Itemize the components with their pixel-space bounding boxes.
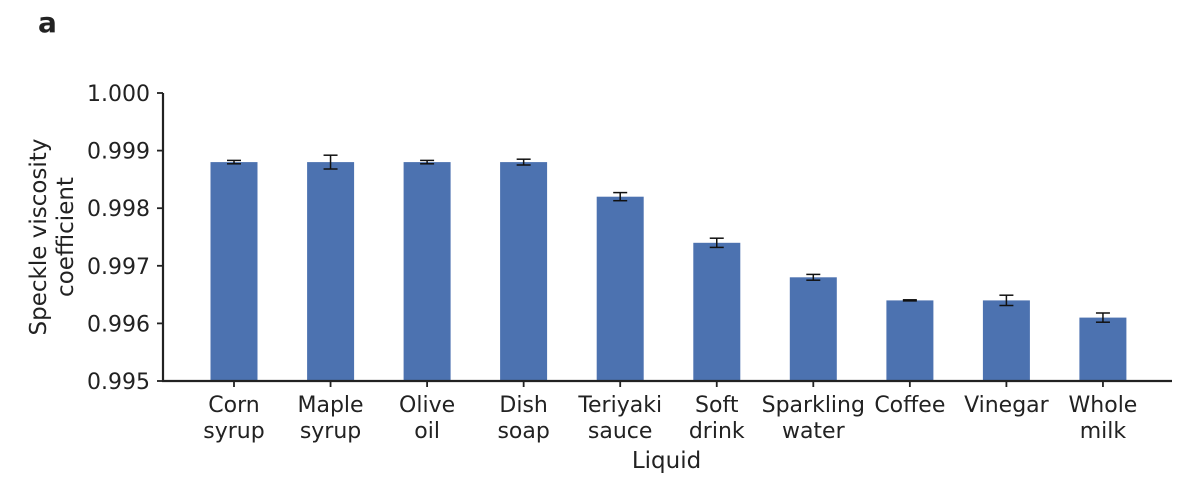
bar (210, 162, 258, 381)
x-tick-label: Whole milk (1069, 393, 1138, 444)
error-bar (1095, 312, 1110, 323)
bar (307, 162, 355, 381)
error-bar (420, 159, 435, 165)
bar (500, 162, 548, 381)
error-bar (709, 237, 724, 249)
axes-layer (157, 92, 1172, 387)
error-bar (516, 158, 531, 166)
y-tick-label: 0.998 (87, 197, 150, 222)
bar (789, 277, 837, 381)
error-bar (902, 299, 917, 302)
x-tick-label: Coffee (874, 393, 945, 418)
x-tick-label: Dish soap (497, 393, 549, 444)
bar (693, 242, 741, 381)
x-axis-title: Liquid (632, 448, 701, 474)
error-bar (999, 294, 1014, 307)
bar (1079, 317, 1127, 381)
error-bars-layer (227, 154, 1110, 323)
x-tick-label: Soft drink (689, 393, 745, 444)
x-tick-label: Sparkling water (762, 393, 865, 444)
x-tick-label: Olive oil (399, 393, 455, 444)
x-tick-label: Vinegar (964, 393, 1050, 418)
bar (982, 300, 1030, 381)
y-tick-label: 0.995 (87, 370, 150, 395)
error-bar (227, 159, 241, 165)
error-bar (323, 154, 338, 170)
panel-label: a (38, 6, 57, 39)
y-tick-label: 0.996 (87, 312, 150, 337)
y-tick-label: 0.997 (87, 255, 150, 280)
x-tick-label: Maple syrup (298, 393, 364, 444)
y-axis-title: Speckle viscositycoefficient (26, 139, 79, 336)
y-tick-label: 1.000 (87, 82, 150, 107)
bar (403, 162, 451, 381)
x-tick-label: Corn syrup (203, 393, 264, 444)
error-bar (806, 273, 821, 281)
error-bar (613, 191, 628, 202)
labels-layer: 0.995 0.996 0.997 0.998 0.999 1.000 Corn syrup M… (26, 82, 1137, 474)
x-tick-label: Teriyaki sauce (577, 393, 662, 444)
bars-layer (210, 162, 1127, 381)
bar (596, 196, 644, 381)
y-tick-label: 0.999 (87, 140, 150, 165)
bar (886, 300, 934, 381)
